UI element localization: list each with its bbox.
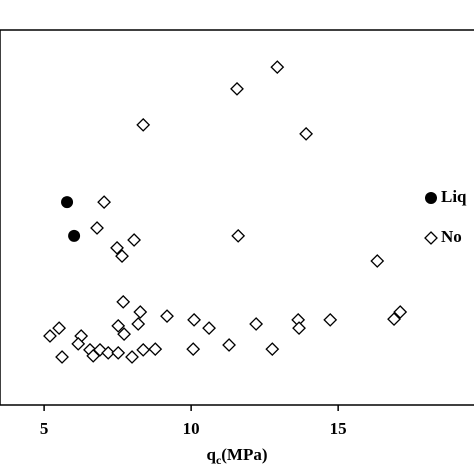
point (43, 329, 57, 343)
point (127, 233, 142, 247)
point (160, 309, 174, 324)
legend-label: Liq (441, 187, 467, 206)
point (249, 317, 264, 331)
point (230, 81, 244, 96)
point (292, 321, 306, 336)
point (68, 229, 81, 242)
point (71, 336, 86, 351)
point (187, 312, 201, 327)
point (222, 338, 236, 352)
point (299, 126, 314, 141)
legend-marker (424, 231, 438, 245)
x-tick-label: 5 (40, 419, 49, 438)
point (116, 294, 131, 309)
point (265, 342, 280, 357)
point (52, 321, 67, 336)
x-label-sub: c (216, 453, 222, 467)
x-tick-label: 10 (183, 419, 200, 438)
point (393, 305, 408, 319)
x-axis-label: qc(MPa) (206, 445, 267, 467)
x-label-unit: (MPa) (221, 445, 267, 464)
legend-marker (425, 192, 437, 204)
point (387, 312, 401, 327)
point (55, 350, 69, 364)
point (148, 342, 163, 357)
x-label-main: q (206, 445, 216, 464)
point (115, 249, 129, 264)
point (270, 60, 285, 75)
point (101, 345, 116, 360)
legend-label: No (441, 227, 462, 246)
point (61, 196, 74, 209)
point (125, 350, 139, 364)
point (186, 342, 201, 357)
point (136, 342, 151, 357)
point (86, 348, 101, 363)
x-tick-label: 15 (330, 419, 347, 438)
point (370, 254, 385, 268)
point (323, 312, 338, 327)
point (90, 221, 104, 235)
point (110, 240, 124, 255)
point (117, 327, 132, 342)
point (111, 318, 126, 333)
point (131, 317, 146, 331)
point (133, 305, 148, 319)
point (97, 195, 112, 210)
point (231, 228, 246, 243)
point (111, 345, 126, 360)
point (136, 117, 151, 132)
point (202, 321, 216, 336)
